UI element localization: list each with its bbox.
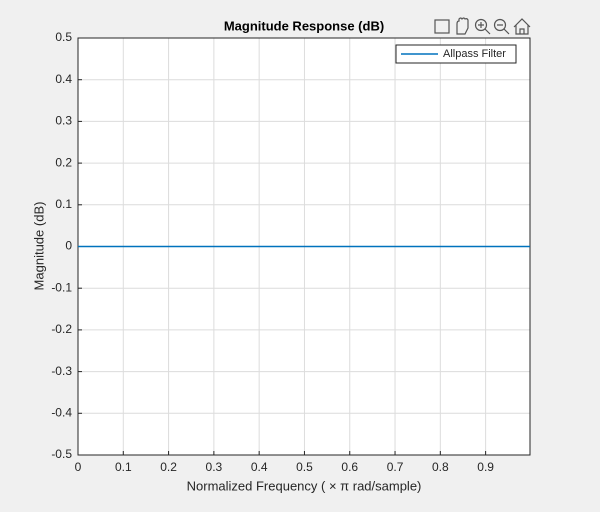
restore-view-button[interactable]	[434, 19, 450, 34]
x-tick-label: 0.5	[296, 460, 313, 474]
y-tick-label: -0.5	[51, 447, 72, 461]
x-tick-label: 0.7	[387, 460, 404, 474]
y-tick-label: -0.3	[51, 364, 72, 378]
y-axis-label: Magnitude (dB)	[31, 202, 46, 291]
legend-label: Allpass Filter	[443, 48, 506, 60]
pan-button[interactable]	[456, 17, 469, 35]
x-axis-label: Normalized Frequency ( × π rad/sample)	[187, 478, 422, 493]
y-tick-label: 0.3	[55, 114, 72, 128]
y-tick-label: -0.2	[51, 322, 72, 336]
x-tick-label: 0.8	[432, 460, 449, 474]
x-tick-label: 0.2	[160, 460, 177, 474]
y-tick-label: 0	[65, 239, 72, 253]
x-tick-label: 0	[75, 460, 82, 474]
toolbar	[434, 17, 531, 35]
zoom-out-button[interactable]	[493, 18, 507, 32]
zoom-in-button[interactable]	[474, 18, 488, 32]
x-tick-label: 0.3	[206, 460, 223, 474]
y-tick-label: -0.4	[51, 405, 72, 419]
home-button[interactable]	[513, 18, 531, 35]
y-tick-label: 0.5	[55, 30, 72, 44]
x-tick-label: 0.1	[115, 460, 132, 474]
zoom-in-icon	[478, 22, 491, 35]
zoom-out-icon	[497, 24, 510, 35]
y-tick-label: 0.2	[55, 155, 72, 169]
x-tick-label: 0.4	[251, 460, 268, 474]
y-tick-label: 0.1	[55, 197, 72, 211]
chart-title: Magnitude Response (dB)	[224, 18, 384, 33]
legend-box	[395, 44, 517, 64]
y-tick-label: -0.1	[51, 280, 72, 294]
x-tick-label: 0.6	[341, 460, 358, 474]
x-tick-label: 0.9	[477, 460, 494, 474]
y-tick-label: 0.4	[55, 72, 72, 86]
